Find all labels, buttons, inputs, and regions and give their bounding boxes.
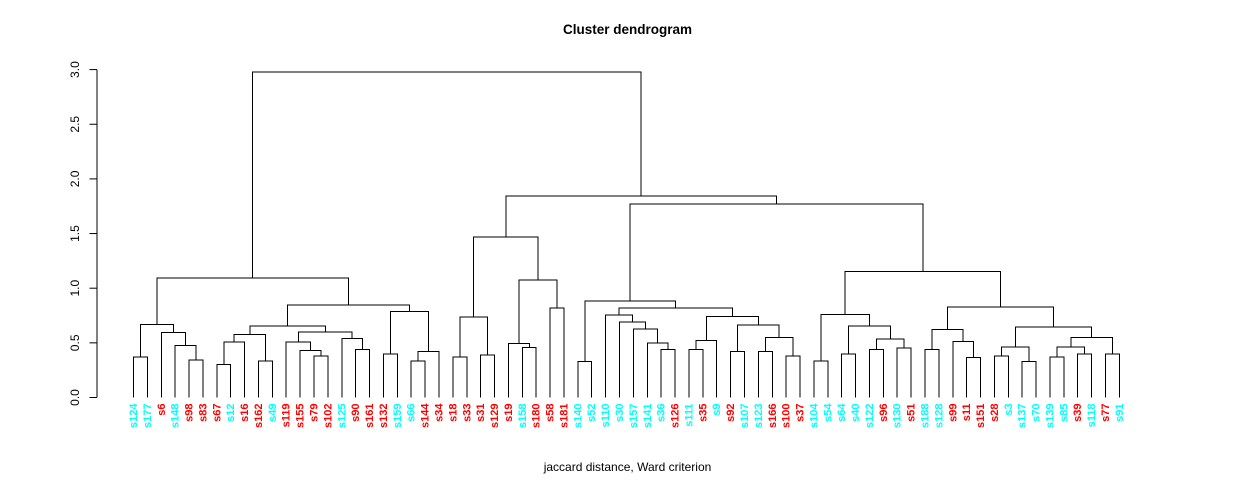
y-tick-label: 1.5: [68, 225, 82, 242]
leaf-label: s16: [239, 404, 251, 422]
leaf-label: s148: [170, 404, 182, 428]
leaf-label: s51: [906, 404, 918, 422]
leaf-label: s128: [933, 404, 945, 428]
leaf-label: s180: [531, 404, 543, 428]
leaf-label: s66: [406, 404, 418, 422]
leaf-label: s107: [739, 404, 751, 428]
leaf-label: s77: [1100, 404, 1112, 422]
leaf-label: s31: [475, 404, 487, 422]
leaf-label: s126: [670, 404, 682, 428]
leaf-label: s91: [1114, 404, 1126, 422]
leaf-label: s35: [697, 404, 709, 422]
leaf-label: s139: [1044, 404, 1056, 428]
leaf-label: s155: [295, 404, 307, 428]
leaf-label: s166: [767, 404, 779, 428]
leaf-label: s123: [753, 404, 765, 428]
leaf-label: s28: [989, 404, 1001, 422]
y-tick-label: 2.5: [68, 116, 82, 133]
leaf-label: s52: [586, 404, 598, 422]
leaf-label: s85: [1058, 404, 1070, 422]
y-tick-label: 2.0: [68, 170, 82, 187]
leaf-label: s40: [850, 404, 862, 422]
leaf-label: s118: [1086, 404, 1098, 428]
leaf-label: s92: [725, 404, 737, 422]
leaf-label: s18: [447, 404, 459, 422]
leaf-label: s110: [600, 404, 612, 428]
leaf-label: s161: [364, 404, 376, 428]
leaf-label: s67: [211, 404, 223, 422]
leaf-label: s159: [392, 404, 404, 428]
leaf-label: s70: [1031, 404, 1043, 422]
leaf-label: s140: [572, 404, 584, 428]
leaf-label: s104: [808, 403, 820, 428]
leaf-label: s64: [836, 403, 848, 422]
leaf-label: s3: [1003, 404, 1015, 416]
dendrogram-lines: [133, 71, 1120, 398]
leaf-label: s33: [461, 404, 473, 422]
leaf-label: s125: [336, 404, 348, 428]
leaf-label: s188: [920, 404, 932, 428]
leaf-label: s54: [822, 403, 834, 422]
leaf-label: s157: [628, 404, 640, 428]
leaf-label: s144: [420, 403, 432, 428]
leaf-label: s132: [378, 404, 390, 428]
leaf-label: s151: [975, 404, 987, 428]
leaf-label: s6: [156, 404, 168, 416]
leaf-label: s99: [947, 404, 959, 422]
leaf-label: s124: [128, 403, 140, 428]
leaf-label: s12: [225, 404, 237, 422]
leaf-label: s19: [503, 404, 515, 422]
leaf-label: s30: [614, 404, 626, 422]
y-tick-label: 0.0: [68, 389, 82, 406]
leaf-label: s96: [878, 404, 890, 422]
y-tick-label: 1.0: [68, 280, 82, 297]
leaf-label: s122: [864, 404, 876, 428]
leaf-label: s34: [433, 403, 445, 422]
leaf-label: s49: [267, 404, 279, 422]
x-axis-label: jaccard distance, Ward criterion: [543, 460, 712, 474]
leaf-label: s58: [545, 404, 557, 422]
leaf-label: s36: [656, 404, 668, 422]
leaf-label: s177: [142, 404, 154, 428]
leaf-label: s119: [281, 404, 293, 428]
leaf-label: s11: [961, 404, 973, 422]
leaf-label: s129: [489, 404, 501, 428]
leaf-label: s102: [322, 404, 334, 428]
leaf-label: s181: [558, 404, 570, 428]
leaf-label: s98: [184, 404, 196, 422]
leaf-label: s9: [711, 404, 723, 416]
leaf-label: s111: [683, 404, 695, 427]
leaf-label: s79: [309, 404, 321, 422]
leaf-label: s141: [642, 404, 654, 428]
leaf-label: s100: [781, 404, 793, 428]
leaf-label: s90: [350, 404, 362, 422]
leaf-label: s158: [517, 404, 529, 428]
y-tick-label: 3.0: [68, 61, 82, 78]
leaf-label: s37: [795, 404, 807, 422]
leaf-label: s83: [197, 404, 209, 422]
leaf-label: s39: [1072, 404, 1084, 422]
y-tick-label: 0.5: [68, 334, 82, 351]
leaf-label: s130: [892, 404, 904, 428]
leaf-label: s137: [1017, 404, 1029, 428]
leaf-label: s162: [253, 404, 265, 428]
chart-title: Cluster dendrogram: [562, 22, 693, 37]
